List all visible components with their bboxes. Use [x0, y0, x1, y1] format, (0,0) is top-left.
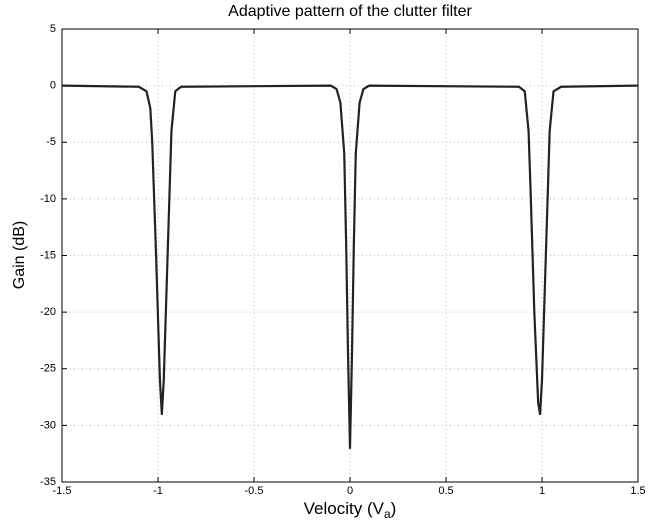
data-line	[61, 84, 639, 450]
x-tick-label: 0	[347, 485, 353, 497]
x-tick-label: 0.5	[438, 485, 453, 497]
y-tick-label: -15	[40, 249, 56, 261]
y-tick-label: -20	[40, 306, 56, 318]
x-tick-label: -1.5	[53, 485, 72, 497]
y-tick-label: -30	[40, 419, 56, 431]
y-axis-label: Gain (dB)	[11, 221, 28, 289]
x-axis-label: Velocity (Va)	[304, 499, 397, 521]
y-tick-label: 5	[50, 23, 56, 35]
y-tick-label: -35	[40, 476, 56, 488]
x-axis-label-text: Velocity (V	[304, 499, 385, 518]
y-tick-label: 0	[50, 80, 56, 92]
x-axis-label-sub: a	[384, 507, 391, 521]
plot-frame	[61, 28, 639, 483]
x-tick-label: -1	[153, 485, 163, 497]
chart-title: Adaptive pattern of the clutter filter	[228, 3, 472, 20]
y-tick-label: -25	[40, 363, 56, 375]
x-axis-label-end: )	[391, 499, 397, 518]
y-tick-label: -5	[46, 136, 56, 148]
x-tick-label: 1	[539, 485, 545, 497]
x-tick-label: -0.5	[245, 485, 264, 497]
y-tick-label: -10	[40, 193, 56, 205]
x-tick-label: 1.5	[630, 485, 645, 497]
